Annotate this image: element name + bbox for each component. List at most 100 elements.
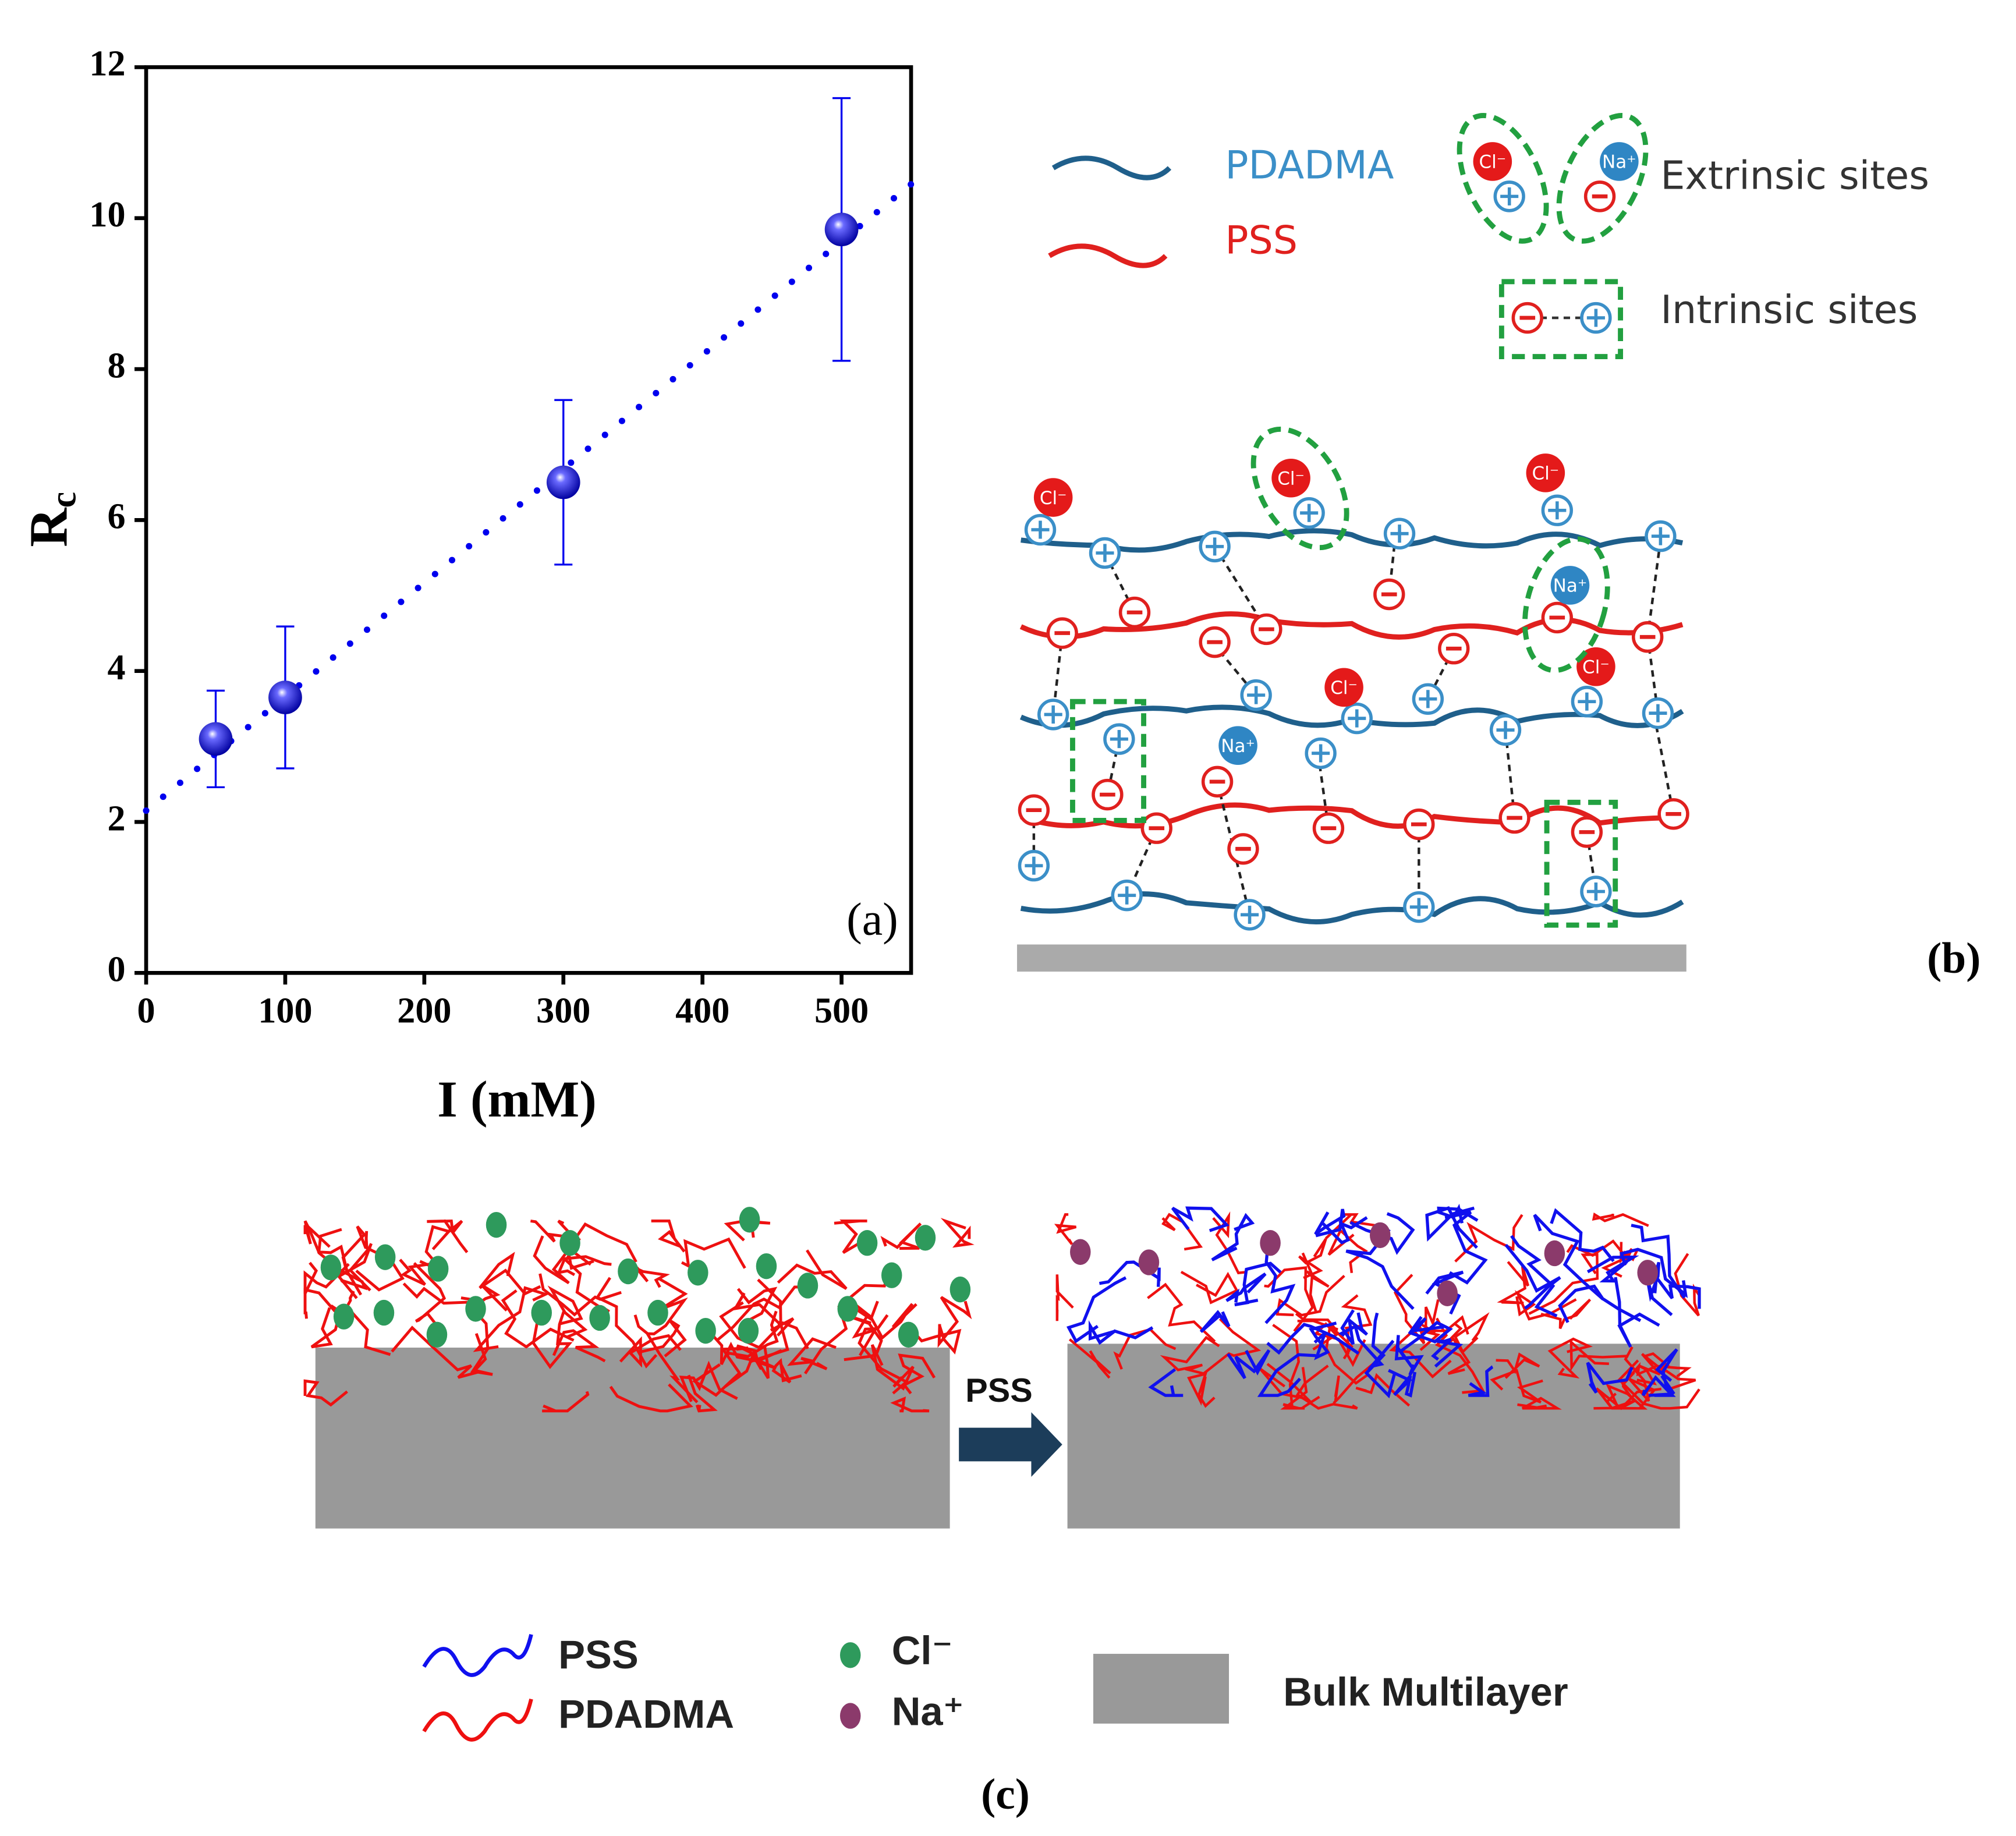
polymer-chain: [1364, 1312, 1397, 1399]
polymer-chain: [1227, 1349, 1271, 1380]
y-label-main: R: [19, 507, 79, 547]
polymer-chain: [303, 1288, 336, 1319]
polymer-chain: [1020, 802, 1683, 829]
plus-sign: [1578, 692, 1596, 711]
plus-sign: [1500, 187, 1519, 205]
polymer-chain: [1586, 1362, 1634, 1394]
polymer-chain: [501, 1289, 575, 1349]
panel-c: PSS PSS PDADMA Cl⁻ Na⁺ Bulk Multilayer (…: [303, 1203, 1701, 1819]
cl-ion-label: Cl⁻: [1582, 657, 1610, 678]
polymer-chain: [530, 1220, 578, 1243]
polymer-chain: [1280, 1367, 1308, 1410]
polymer-chain: [725, 1310, 779, 1358]
intrinsic-box: [1070, 699, 1146, 823]
polymer-chain: [715, 1285, 817, 1342]
panel-label: (b): [1927, 934, 1980, 983]
data-point: [199, 722, 233, 756]
polymer-chain: [937, 1296, 972, 1348]
polymer-chain: [1312, 1322, 1366, 1367]
polymer-chain: [1275, 1274, 1345, 1317]
cl-ion-label: Cl⁻: [1040, 488, 1067, 509]
legend-extrinsic: Extrinsic sites: [1660, 153, 1929, 198]
polymer-chain: [1394, 1335, 1424, 1376]
polymer-chain: [1301, 1252, 1330, 1313]
na-ion: [1218, 726, 1257, 765]
legend-cl: Cl⁻: [892, 1628, 953, 1673]
polymer-chain: [1340, 1309, 1369, 1345]
cl-ion-label: Cl⁻: [1479, 152, 1506, 173]
polymer-chain: [303, 1379, 348, 1407]
polymer-chain: [307, 1228, 368, 1291]
polymer-chain: [1212, 1211, 1247, 1275]
polymer-chain: [1388, 1369, 1417, 1398]
polymer-chain: [1161, 1213, 1203, 1251]
cl-ion: [688, 1260, 708, 1286]
polymer-chain: [687, 1374, 718, 1413]
polymer-chain: [1333, 1359, 1378, 1405]
panel-a: I (mM) Rc (a) 0 100 200 300 400 500 0 2 4 6 8 10 12: [19, 44, 915, 1128]
polymer-chain: [870, 1344, 915, 1391]
polymer-chain: [1454, 1312, 1490, 1355]
polymer-chain: [1528, 1253, 1599, 1315]
polymer-chain: [640, 1319, 687, 1357]
ionic-bond: [1653, 714, 1675, 814]
cl-ion: [756, 1253, 777, 1279]
polymer-chain: [619, 1334, 682, 1368]
polymer-chain: [1314, 1208, 1346, 1238]
cl-ion: [1576, 647, 1615, 686]
polymer-chain: [1355, 1373, 1411, 1407]
panel-label: (c): [981, 1770, 1030, 1819]
cl-ion: [949, 1276, 971, 1303]
x-axis-label: I (mM): [437, 1071, 597, 1128]
plus-sign: [1419, 690, 1437, 708]
y-tick-label: 8: [107, 346, 125, 385]
polymer-chain: [651, 1220, 686, 1253]
x-tick-label: 100: [258, 991, 312, 1031]
legend-intrinsic: Intrinsic sites: [1660, 287, 1918, 332]
polymer-chain: [1595, 1387, 1661, 1410]
extrinsic-ellipse: [1522, 536, 1610, 674]
polymer-chain: [1566, 1239, 1629, 1278]
polymer-chain: [1148, 1368, 1184, 1397]
polymer-chain: [1054, 1213, 1077, 1245]
polymer-chain: [1345, 1228, 1415, 1310]
cl-ion: [738, 1317, 759, 1344]
polymer-chain: [681, 1237, 746, 1269]
arrow: [959, 1412, 1062, 1477]
polymer-chain: [1592, 1212, 1649, 1227]
polymer-chain: [786, 1337, 837, 1370]
polymer-chain: [1550, 1208, 1615, 1263]
polymer-chain: [1510, 1235, 1558, 1318]
polymer-chain: [1264, 1266, 1315, 1332]
polymer-chain: [1019, 611, 1684, 640]
legend-pdadma-chain: [422, 1698, 533, 1742]
polymer-chain: [732, 1292, 789, 1363]
polymer-chain: [317, 1228, 363, 1296]
cl-ion: [1526, 453, 1565, 492]
cl-ion: [465, 1296, 486, 1322]
x-tick-label: 400: [675, 991, 729, 1031]
y-tick-label: 12: [89, 44, 125, 84]
y-label-sub: c: [44, 492, 84, 508]
polymer-chain: [542, 1391, 590, 1413]
polymer-chain: [1160, 1335, 1220, 1371]
cl-ion: [881, 1262, 902, 1288]
plus-sign: [1110, 730, 1128, 749]
polymer-chain: [609, 1383, 693, 1413]
legend-pdadma-chain: [1051, 155, 1172, 180]
plus-sign: [1096, 544, 1114, 562]
plus-sign: [1044, 705, 1062, 724]
polymer-chain: [777, 1249, 848, 1290]
polymer-chain: [940, 1218, 975, 1248]
data-point: [546, 465, 580, 499]
cl-ion: [915, 1225, 936, 1251]
polymer-chain: [547, 1285, 588, 1339]
cl-ion: [426, 1321, 448, 1348]
cl-ion-label: Cl⁻: [1330, 678, 1358, 699]
polymer-chain: [1540, 1298, 1592, 1330]
na-ion-label: Na⁺: [1553, 576, 1588, 597]
polymer-chain: [336, 1243, 373, 1299]
na-ion: [1544, 1240, 1565, 1267]
